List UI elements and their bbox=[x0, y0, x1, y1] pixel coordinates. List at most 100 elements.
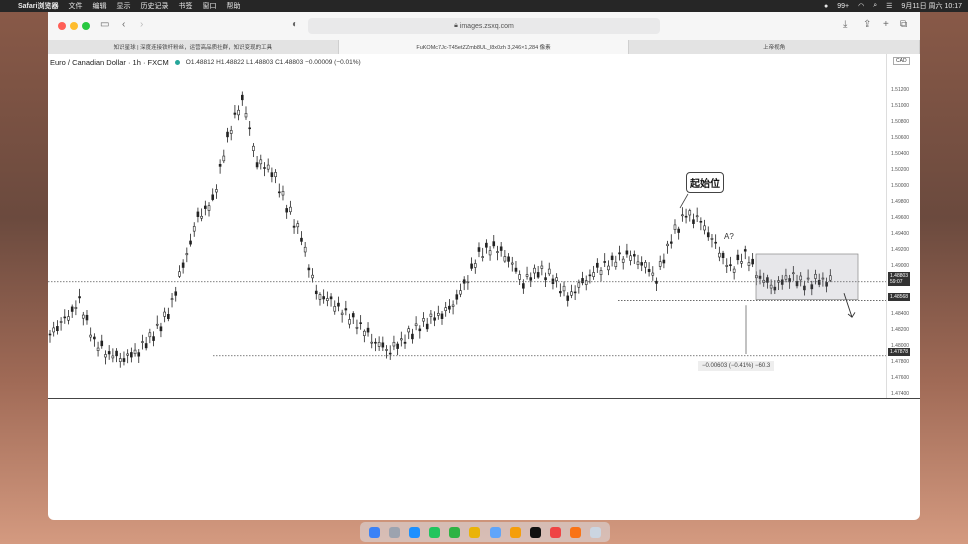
sidebar-icon[interactable]: ▭ bbox=[100, 19, 110, 30]
tab-god-view[interactable]: 上帝视角 bbox=[629, 40, 920, 54]
candle-body bbox=[370, 341, 374, 344]
wifi-icon[interactable]: ◠ bbox=[858, 3, 865, 10]
level-mid-tag: 1.48568 bbox=[888, 293, 911, 301]
candle-body bbox=[411, 333, 414, 340]
close-button[interactable] bbox=[58, 22, 66, 30]
back-icon[interactable]: ‹ bbox=[122, 19, 126, 30]
candle-body bbox=[48, 333, 52, 336]
bar-countdown: 59:07 bbox=[890, 279, 903, 285]
tab-zsxq[interactable]: 知识星球 | 深度连接铁杆粉丝，运营高品质社群，知识变现的工具 bbox=[48, 40, 339, 54]
menu-item[interactable]: 书签 bbox=[178, 3, 193, 10]
candle-body bbox=[226, 131, 229, 138]
finder-icon[interactable] bbox=[368, 526, 380, 538]
chrome-icon[interactable] bbox=[469, 526, 481, 538]
menu-item[interactable]: 历史记录 bbox=[140, 3, 169, 10]
ohlc-readout: O1.48812 H1.48822 L1.48803 C1.48803 −0.0… bbox=[185, 59, 361, 66]
minimize-button[interactable] bbox=[70, 22, 78, 30]
record-icon[interactable]: ● bbox=[824, 2, 829, 10]
candle-body bbox=[751, 258, 754, 265]
candle-body bbox=[658, 261, 662, 267]
app-icon[interactable] bbox=[489, 526, 501, 538]
new-tab-icon[interactable]: + bbox=[883, 19, 889, 30]
candle-body bbox=[629, 255, 632, 261]
lock-icon: 🔒︎ bbox=[454, 22, 460, 29]
menu-item[interactable]: Safari浏览器 bbox=[18, 3, 59, 10]
search-icon[interactable]: ⌕ bbox=[873, 2, 878, 9]
tab-label: FuKOMc7Jc-T45etZZmb8UL_l8x0zh 3,246×1,28… bbox=[416, 45, 551, 51]
share-icon[interactable]: ⇪ bbox=[863, 19, 872, 30]
candle-body bbox=[363, 330, 366, 336]
candle-body bbox=[252, 145, 255, 151]
candle-body bbox=[392, 341, 396, 347]
tab-bar: 知识星球 | 深度连接铁杆粉丝，运营高品质社群，知识变现的工具 FuKOMc7J… bbox=[48, 40, 920, 55]
tab-image[interactable]: FuKOMc7Jc-T45etZZmb8UL_l8x0zh 3,246×1,28… bbox=[338, 40, 630, 54]
candle-body bbox=[303, 246, 307, 253]
candle-body bbox=[200, 215, 203, 219]
candle-body bbox=[270, 172, 274, 178]
candle-body bbox=[174, 291, 178, 296]
address-bar[interactable]: 🔒︎ images.zsxq.com bbox=[308, 18, 660, 34]
candle-body bbox=[181, 262, 185, 268]
trash-icon[interactable] bbox=[590, 526, 602, 538]
clock[interactable]: 9月11日 周六 10:17 bbox=[901, 3, 962, 10]
app-icon[interactable] bbox=[570, 526, 582, 538]
candle-body bbox=[688, 210, 692, 216]
download-icon[interactable]: ⤓ bbox=[843, 19, 848, 30]
zoom-button[interactable] bbox=[82, 22, 90, 30]
menu-item[interactable]: 显示 bbox=[116, 3, 131, 10]
candle-body bbox=[348, 319, 351, 325]
candle-body bbox=[577, 282, 581, 288]
candle-body bbox=[63, 316, 67, 319]
launchpad-icon[interactable] bbox=[388, 526, 400, 538]
currency-select[interactable]: CAD bbox=[893, 57, 910, 65]
candle-body bbox=[318, 294, 322, 300]
candle-body bbox=[244, 113, 248, 118]
candle-body bbox=[285, 208, 288, 213]
chart-plot[interactable] bbox=[48, 54, 886, 398]
tab-overview-icon[interactable]: ⧉ bbox=[900, 19, 908, 30]
range-box[interactable] bbox=[755, 253, 859, 300]
notes-icon[interactable] bbox=[509, 526, 521, 538]
menu-item[interactable]: 帮助 bbox=[226, 3, 241, 10]
candle-body bbox=[229, 130, 233, 134]
candle-body bbox=[592, 272, 595, 277]
safari-icon[interactable] bbox=[408, 526, 420, 538]
candle-body bbox=[385, 349, 388, 351]
candle-body bbox=[477, 247, 481, 252]
candle-body bbox=[85, 314, 89, 321]
candle-body bbox=[522, 283, 525, 289]
battery-indicator[interactable]: 99+ bbox=[837, 2, 850, 10]
price-axis[interactable]: CAD 1.51200 1.51000 1.50800 1.50600 1.50400 1… bbox=[886, 54, 920, 398]
candle-body bbox=[218, 164, 222, 167]
candle-body bbox=[769, 284, 773, 289]
candle-body bbox=[241, 94, 244, 101]
forward-icon[interactable]: › bbox=[140, 19, 144, 30]
toolbar: ▭ ‹ › ◐ 🔒︎ images.zsxq.com ⤓ ⇪ + ⧉ bbox=[48, 12, 920, 40]
candle-body bbox=[167, 314, 170, 319]
candle-body bbox=[377, 342, 381, 347]
level-low-tag: 1.47878 bbox=[888, 348, 911, 356]
candle-body bbox=[825, 282, 828, 287]
menu-item[interactable]: 窗口 bbox=[202, 3, 217, 10]
candle-body bbox=[588, 274, 592, 277]
price-chart[interactable]: Euro / Canadian Dollar · 1h · FXCM O1.48… bbox=[48, 54, 920, 399]
candle-body bbox=[662, 259, 666, 264]
candle-body bbox=[481, 256, 484, 258]
shield-icon[interactable]: ◐ bbox=[292, 19, 299, 30]
app-icon[interactable] bbox=[529, 526, 541, 538]
candle-body bbox=[470, 263, 473, 269]
candle-body bbox=[740, 261, 743, 264]
price-tick: 1.47400 bbox=[891, 391, 910, 397]
calendar-icon[interactable] bbox=[549, 526, 561, 538]
candle-body bbox=[529, 277, 533, 281]
menu-item[interactable]: 文件 bbox=[68, 3, 83, 10]
menu-item[interactable]: 编辑 bbox=[92, 3, 107, 10]
tab-label: 上帝视角 bbox=[763, 45, 786, 51]
control-center-icon[interactable]: ☰ bbox=[886, 3, 893, 10]
candle-body bbox=[795, 281, 799, 287]
messages-icon[interactable] bbox=[449, 526, 461, 538]
tab-label: 知识星球 | 深度连接铁杆粉丝，运营高品质社群，知识变现的工具 bbox=[113, 45, 273, 51]
candle-body bbox=[677, 228, 680, 233]
wechat-icon[interactable] bbox=[429, 526, 441, 538]
candle-body bbox=[507, 256, 510, 262]
